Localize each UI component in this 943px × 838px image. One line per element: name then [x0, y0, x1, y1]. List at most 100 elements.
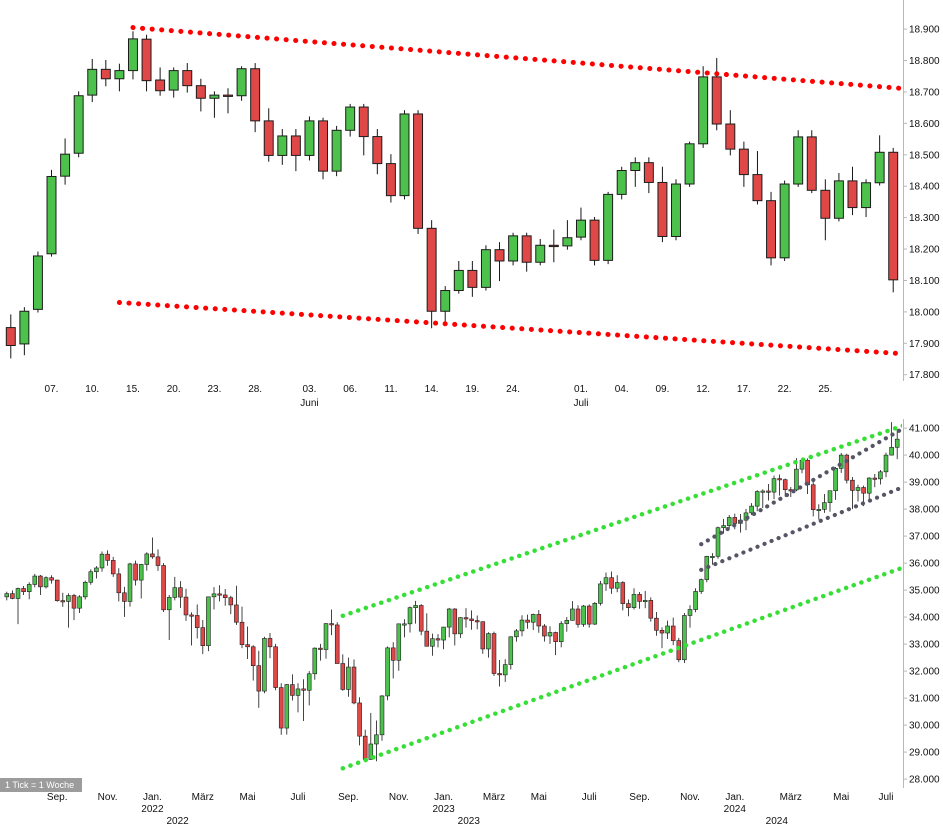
up-candle — [793, 136, 804, 185]
down-candle — [245, 644, 250, 648]
down-candle — [161, 565, 166, 611]
y-axis-label: 35.000 — [909, 586, 940, 597]
down-candle — [670, 625, 676, 641]
up-candle — [833, 468, 838, 492]
up-candle — [779, 183, 790, 259]
x-axis-label: 15. — [126, 384, 140, 395]
up-candle — [385, 647, 390, 697]
x-axis-label: 24. — [506, 384, 520, 395]
down-candle — [782, 479, 788, 490]
down-candle — [424, 630, 430, 647]
x-axis-label: Juli — [573, 398, 588, 409]
up-candle — [508, 235, 519, 262]
down-candle — [38, 575, 43, 588]
x-axis-label: Nov. — [389, 792, 409, 803]
steep-channel-support-gray[interactable] — [699, 485, 908, 572]
down-candle — [217, 593, 222, 596]
y-axis-label: 18.000 — [909, 307, 940, 318]
steep-channel-resistance-gray[interactable] — [699, 425, 908, 547]
up-candle — [440, 290, 451, 312]
down-candle — [536, 614, 542, 627]
up-candle — [453, 269, 464, 292]
down-candle — [491, 633, 497, 674]
weekly-chart-canvas[interactable]: 41.000 40.000 39.000 38.000 37.000 36.000 35.0… — [0, 419, 943, 838]
x-axis-label: 2023 — [432, 804, 455, 815]
descending-support-line[interactable] — [116, 299, 906, 357]
x-axis-label: 01. — [574, 384, 588, 395]
daily-chart-canvas[interactable]: 18.900 18.800 18.700 18.600 18.500 18.400 18.3… — [0, 0, 943, 419]
x-axis-label: Jan. — [725, 792, 744, 803]
up-candle — [827, 490, 833, 503]
x-axis-label: 09. — [655, 384, 669, 395]
down-candle — [659, 630, 665, 634]
down-candle — [844, 454, 850, 481]
down-candle — [318, 120, 329, 172]
x-axis-label: Mai — [833, 792, 849, 803]
down-candle — [223, 94, 233, 97]
down-candle — [21, 588, 26, 593]
up-candle — [99, 553, 105, 569]
y-axis-label: 18.700 — [909, 87, 940, 98]
up-candle — [379, 695, 385, 736]
down-candle — [105, 553, 110, 561]
ascending-channel-support-green[interactable] — [340, 565, 906, 771]
up-candle — [458, 617, 463, 635]
up-candle — [396, 623, 402, 661]
up-candle — [665, 625, 670, 634]
x-axis-label: Jan. — [143, 792, 162, 803]
down-candle — [657, 181, 668, 237]
down-candle — [194, 615, 200, 628]
x-axis-label: Mai — [531, 792, 547, 803]
daily-candlestick-chart[interactable]: 18.900 18.800 18.700 18.600 18.500 18.400 18.3… — [0, 0, 943, 419]
down-candle — [435, 638, 441, 641]
down-candle — [195, 85, 206, 99]
up-candle — [874, 151, 885, 184]
y-axis-label: 18.500 — [909, 150, 940, 161]
down-candle — [122, 592, 127, 602]
down-candle — [155, 556, 161, 566]
up-candle — [441, 626, 446, 641]
ascending-channel-resistance-green[interactable] — [340, 423, 906, 618]
y-axis-label: 41.000 — [909, 424, 940, 435]
down-candle — [357, 702, 362, 737]
down-candle — [418, 605, 424, 632]
up-candle — [209, 94, 220, 99]
down-candle — [273, 646, 278, 688]
x-axis-label: 04. — [615, 384, 629, 395]
x-axis-label: 14. — [425, 384, 439, 395]
descending-resistance-line[interactable] — [130, 25, 907, 91]
y-axis-label: 33.000 — [909, 640, 940, 651]
x-axis-label: 25. — [818, 384, 832, 395]
down-candle — [340, 663, 346, 690]
x-axis-label: 22. — [778, 384, 792, 395]
up-candle — [480, 249, 491, 288]
up-candle — [306, 673, 312, 691]
down-candle — [654, 617, 659, 631]
up-candle — [749, 505, 754, 514]
up-candle — [331, 129, 342, 172]
up-candle — [15, 588, 21, 599]
down-candle — [626, 603, 631, 608]
down-candle — [469, 618, 474, 621]
x-axis-label: 19. — [465, 384, 479, 395]
weekly-candlestick-chart[interactable]: 41.000 40.000 39.000 38.000 37.000 36.000 35.0… — [0, 419, 943, 838]
tick-interval-badge: 1 Tick = 1 Woche — [0, 778, 83, 792]
x-axis-label: 20. — [167, 384, 181, 395]
y-axis-label: 38.000 — [909, 505, 940, 516]
y-axis-label: 18.100 — [909, 276, 940, 287]
up-candle — [73, 95, 84, 154]
x-axis-label: 07. — [45, 384, 59, 395]
down-candle — [200, 627, 206, 647]
up-candle — [402, 623, 407, 626]
x-axis-label: Sep. — [629, 792, 650, 803]
x-axis-label: Jan. — [434, 792, 453, 803]
y-axis-label: 28.000 — [909, 775, 940, 786]
down-candle — [54, 579, 60, 601]
down-candle — [553, 632, 558, 642]
down-candle — [234, 604, 239, 623]
up-candle — [19, 310, 30, 345]
down-candle — [777, 478, 782, 481]
y-axis-label: 18.800 — [909, 56, 940, 67]
down-candle — [494, 249, 505, 262]
